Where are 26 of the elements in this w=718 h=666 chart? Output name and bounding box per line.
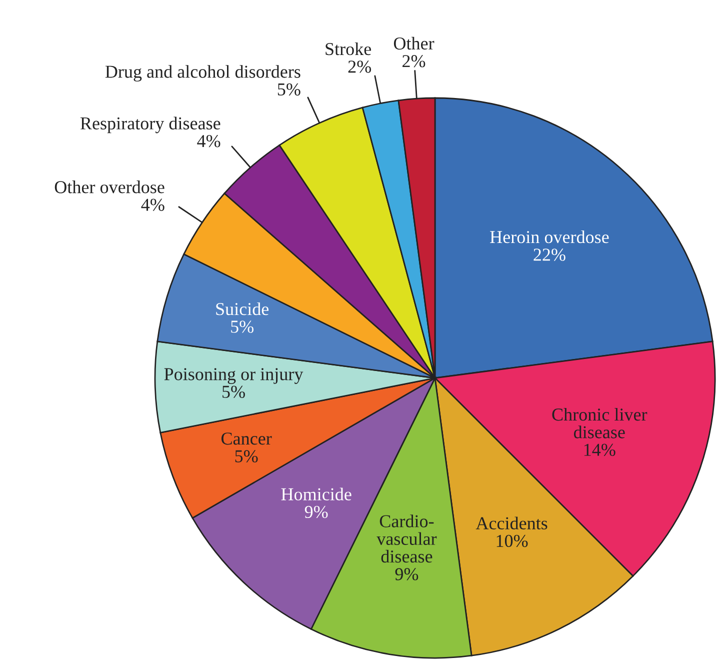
slice-label: Respiratory disease xyxy=(80,116,220,134)
data-label: 4% xyxy=(197,134,220,148)
data-label: 5% xyxy=(231,320,254,333)
slice-label: Heroin overdose xyxy=(490,230,609,244)
data-label: 2% xyxy=(348,60,372,73)
data-label: 9% xyxy=(304,506,328,518)
data-label: 2% xyxy=(402,55,426,68)
data-label: 22% xyxy=(534,248,566,261)
data-label: 14% xyxy=(584,444,616,456)
slice-label: Accidents xyxy=(476,516,548,530)
slice-label: Other overdose xyxy=(54,180,164,194)
slice-label: Cardio- vascular disease xyxy=(376,514,437,563)
data-label: 9% xyxy=(395,568,418,580)
data-label: 5% xyxy=(235,450,258,462)
slice-label: Cancer xyxy=(222,432,272,445)
slice-label: Drug and alcohol disorders xyxy=(105,65,300,82)
data-label: 10% xyxy=(496,534,528,548)
data-label: 5% xyxy=(222,386,245,398)
slice-label: Suicide xyxy=(216,302,269,316)
data-label: 4% xyxy=(141,198,164,211)
slice-label: Chronic liver disease xyxy=(552,408,648,438)
slice-label: Other xyxy=(394,36,434,50)
slice-label: Stroke xyxy=(326,42,372,56)
slice-label: Homicide xyxy=(281,488,352,500)
slice-label: Poisoning or injury xyxy=(164,368,304,384)
data-label: 5% xyxy=(278,83,300,96)
